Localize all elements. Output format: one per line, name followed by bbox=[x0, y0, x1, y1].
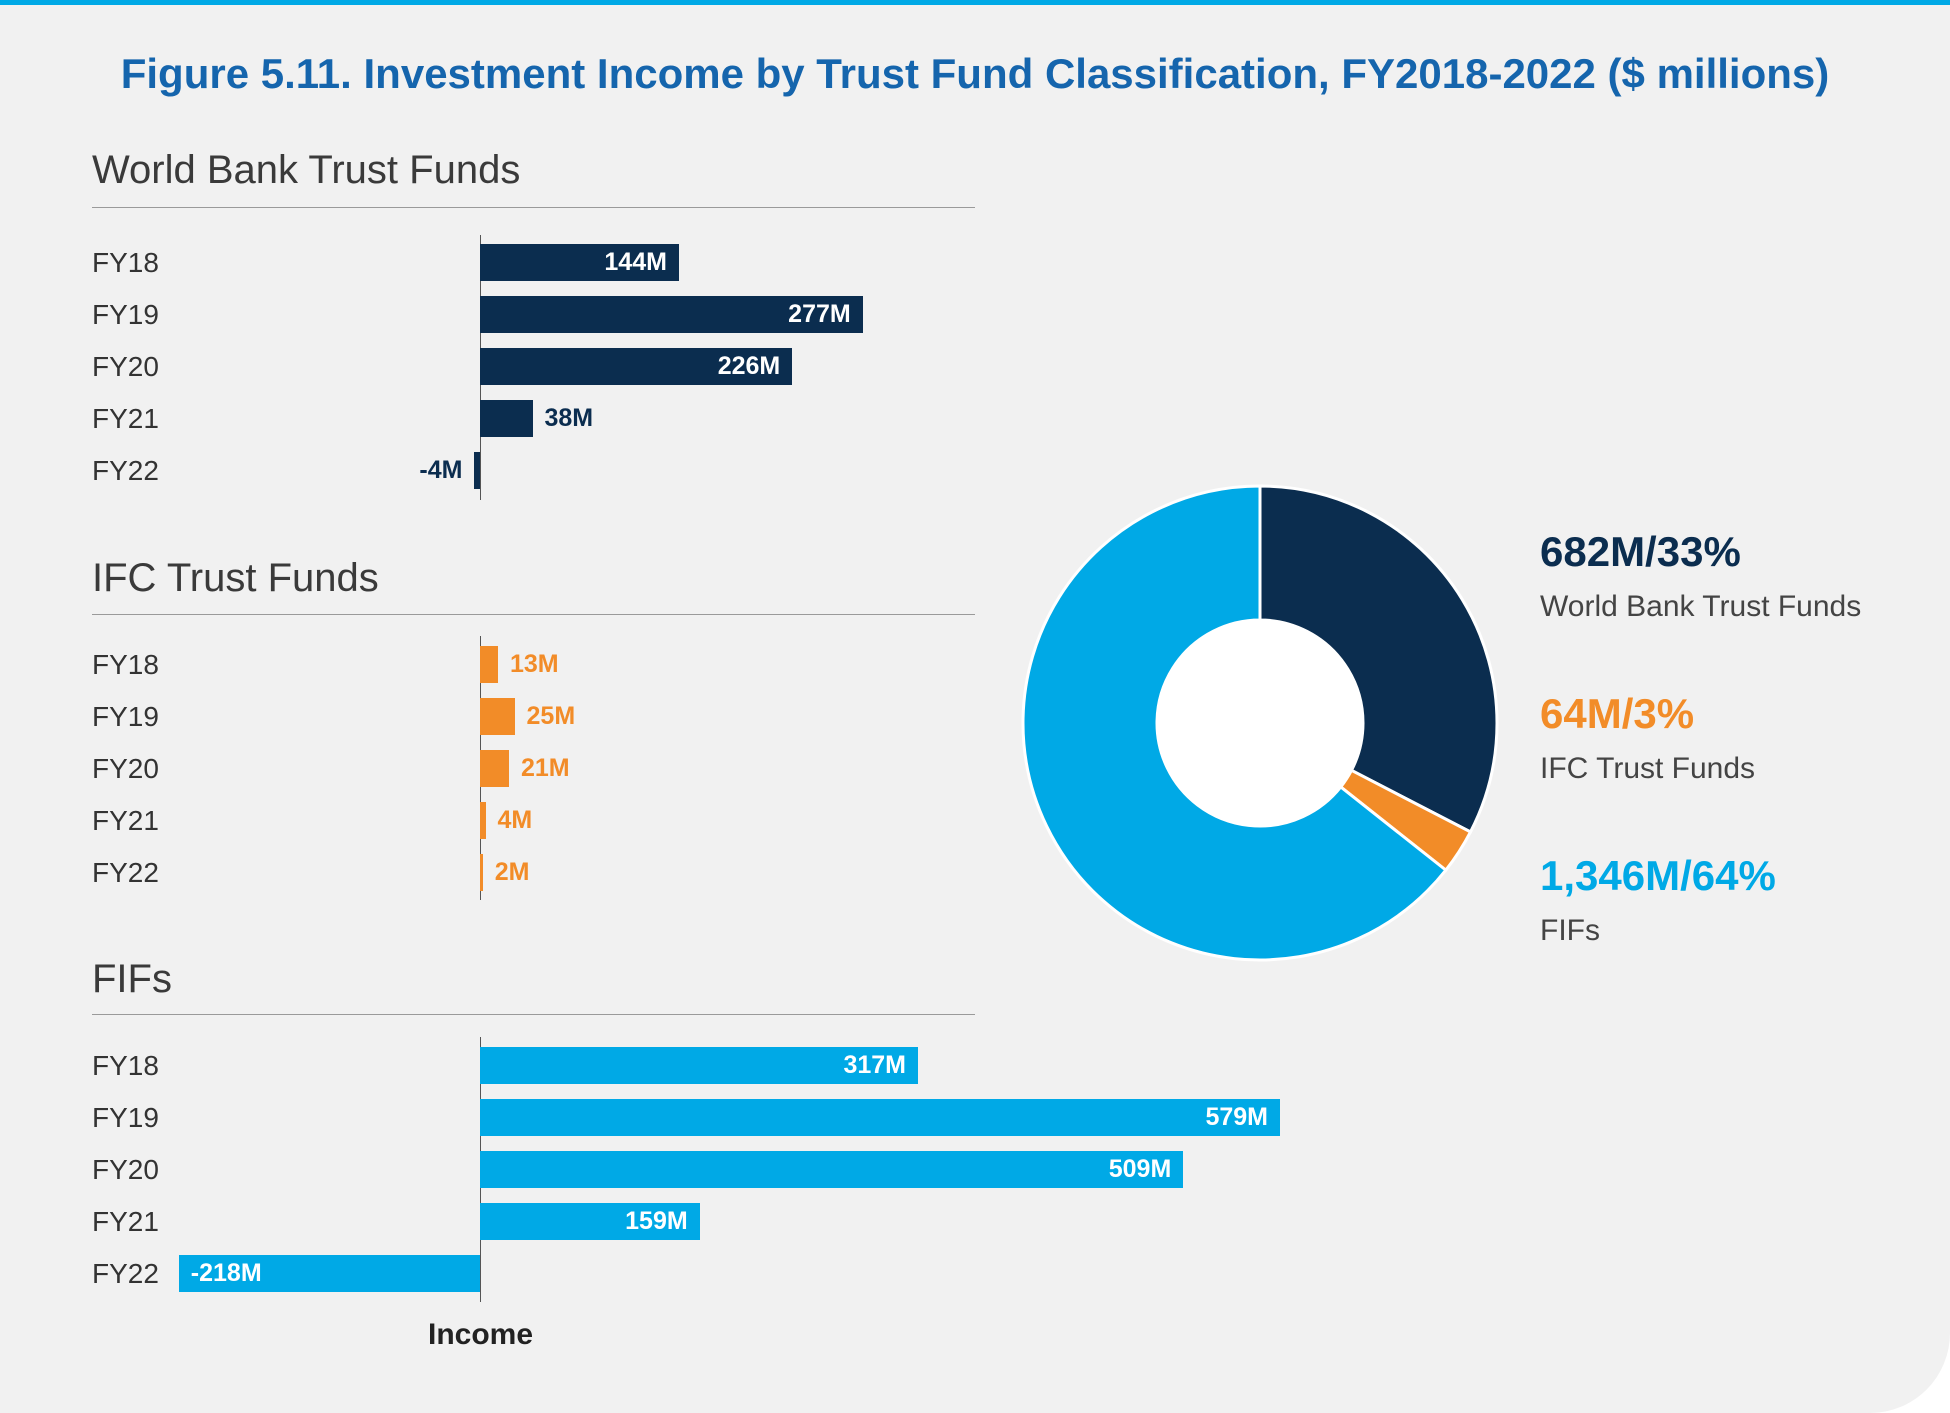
category-label-world-bank-fy18: FY18 bbox=[92, 247, 159, 278]
top-accent-rule bbox=[0, 0, 1950, 5]
bar-ifc-fy21 bbox=[480, 802, 486, 839]
data-label-ifc-fy22: 2M bbox=[494, 858, 530, 886]
x-axis-title: Income bbox=[428, 1318, 534, 1351]
data-label-fifs-fy18: 317M bbox=[843, 1051, 906, 1079]
category-label-fifs-fy18: FY18 bbox=[92, 1050, 159, 1081]
category-label-fifs-fy20: FY20 bbox=[92, 1154, 159, 1185]
data-label-fifs-fy20: 509M bbox=[1108, 1155, 1172, 1183]
panel-title-ifc: IFC Trust Funds bbox=[92, 556, 379, 600]
category-label-world-bank-fy22: FY22 bbox=[92, 455, 159, 486]
category-label-fifs-fy21: FY21 bbox=[92, 1206, 159, 1237]
legend-label-world-bank: World Bank Trust Funds bbox=[1540, 590, 1862, 623]
data-label-fifs-fy21: 159M bbox=[625, 1207, 688, 1235]
bar-ifc-fy22 bbox=[480, 854, 483, 891]
bar-world-bank-fy21 bbox=[480, 400, 533, 437]
category-label-ifc-fy22: FY22 bbox=[92, 857, 159, 888]
donut-chart bbox=[1021, 484, 1499, 962]
legend-label-ifc: IFC Trust Funds bbox=[1540, 752, 1756, 785]
data-label-ifc-fy18: 13M bbox=[509, 650, 559, 678]
panel-title-world-bank: World Bank Trust Funds bbox=[92, 148, 521, 192]
category-label-ifc-fy20: FY20 bbox=[92, 753, 159, 784]
legend-value-ifc: 64M/3% bbox=[1540, 690, 1695, 737]
legend-value-world-bank: 682M/33% bbox=[1540, 528, 1741, 575]
bar-ifc-fy18 bbox=[480, 646, 498, 683]
panel-title-fifs: FIFs bbox=[92, 957, 172, 1001]
category-label-world-bank-fy19: FY19 bbox=[92, 299, 159, 330]
bar-world-bank-fy19 bbox=[480, 296, 863, 333]
category-label-world-bank-fy20: FY20 bbox=[92, 351, 159, 382]
category-label-ifc-fy19: FY19 bbox=[92, 701, 159, 732]
legend-label-fifs: FIFs bbox=[1540, 914, 1600, 947]
category-label-ifc-fy21: FY21 bbox=[92, 805, 159, 836]
bar-ifc-fy20 bbox=[480, 750, 509, 787]
data-label-world-bank-fy19: 277M bbox=[788, 300, 851, 328]
data-label-fifs-fy19: 579M bbox=[1205, 1103, 1268, 1131]
data-label-ifc-fy21: 4M bbox=[497, 806, 533, 834]
bar-ifc-fy19 bbox=[480, 698, 515, 735]
data-label-ifc-fy19: 25M bbox=[526, 702, 576, 730]
category-label-ifc-fy18: FY18 bbox=[92, 649, 159, 680]
bar-fifs-fy20 bbox=[480, 1151, 1184, 1188]
panel-rule-world-bank bbox=[92, 207, 975, 208]
donut-hole bbox=[1157, 620, 1363, 826]
category-label-fifs-fy22: FY22 bbox=[92, 1258, 159, 1289]
data-label-world-bank-fy21: 38M bbox=[544, 404, 594, 432]
data-label-world-bank-fy18: 144M bbox=[604, 248, 667, 276]
category-label-world-bank-fy21: FY21 bbox=[92, 403, 159, 434]
data-label-fifs-fy22: -218M bbox=[190, 1259, 262, 1287]
panel-rule-fifs bbox=[92, 1014, 975, 1015]
figure-title: Figure 5.11. Investment Income by Trust … bbox=[120, 50, 1830, 97]
category-label-fifs-fy19: FY19 bbox=[92, 1102, 159, 1133]
bar-fifs-fy18 bbox=[480, 1047, 918, 1084]
data-label-ifc-fy20: 21M bbox=[521, 754, 570, 782]
bar-fifs-fy19 bbox=[480, 1099, 1280, 1136]
bar-fifs-fy22 bbox=[178, 1255, 480, 1292]
bar-world-bank-fy20 bbox=[480, 348, 793, 385]
bar-world-bank-fy22 bbox=[474, 452, 480, 489]
data-label-world-bank-fy20: 226M bbox=[717, 352, 781, 380]
legend-value-fifs: 1,346M/64% bbox=[1540, 852, 1776, 899]
bar-world-bank-fy18 bbox=[480, 244, 679, 281]
panel-rule-ifc bbox=[92, 614, 975, 615]
data-label-world-bank-fy22: -4M bbox=[419, 456, 463, 484]
bar-fifs-fy21 bbox=[480, 1203, 700, 1240]
